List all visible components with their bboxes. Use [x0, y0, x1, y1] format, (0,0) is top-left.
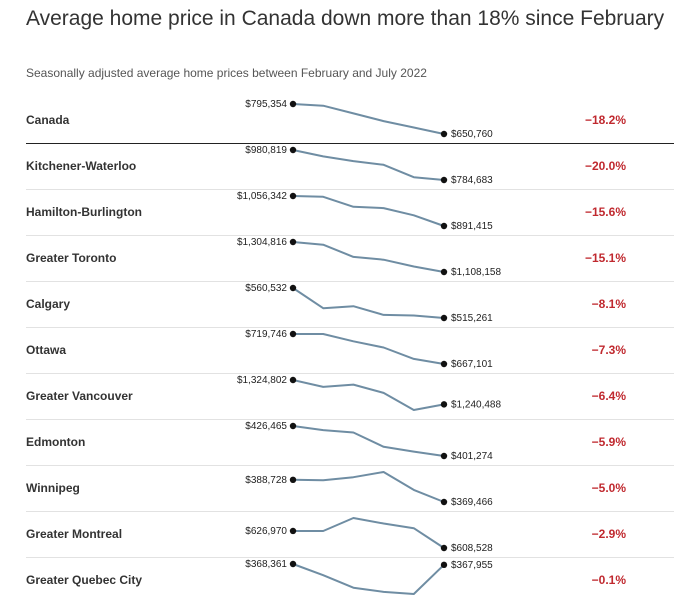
- start-dot: [289, 422, 297, 430]
- start-value-label: $388,728: [245, 475, 287, 486]
- end-dot: [440, 360, 448, 368]
- end-value-label: $891,415: [451, 221, 493, 232]
- sparkline: [292, 149, 445, 181]
- start-value-label: $719,746: [245, 329, 287, 340]
- end-value-label: $367,955: [451, 560, 493, 571]
- percent-change: −8.1%: [592, 297, 627, 311]
- sparkline: [292, 379, 445, 411]
- end-value-label: $608,528: [451, 543, 493, 554]
- percent-change: −15.1%: [585, 251, 626, 265]
- sparkline: [292, 517, 445, 549]
- row-label: Ottawa: [26, 343, 66, 357]
- sparkline: [292, 103, 445, 135]
- percent-change: −6.4%: [592, 389, 627, 403]
- end-dot: [440, 268, 448, 276]
- start-value-label: $368,361: [245, 559, 287, 570]
- row-label: Calgary: [26, 297, 70, 311]
- row-label: Kitchener-Waterloo: [26, 159, 136, 173]
- row-label: Greater Toronto: [26, 251, 116, 265]
- end-dot: [440, 401, 448, 408]
- row-label: Greater Quebec City: [26, 573, 142, 587]
- row-label: Edmonton: [26, 435, 85, 449]
- end-value-label: $401,274: [451, 451, 493, 462]
- start-value-label: $1,304,816: [237, 237, 287, 248]
- sparkline: [292, 333, 445, 365]
- sparkline: [292, 241, 445, 273]
- start-dot: [289, 330, 297, 338]
- end-value-label: $369,466: [451, 497, 493, 508]
- sparkline: [292, 563, 445, 595]
- end-dot: [440, 222, 448, 230]
- end-value-label: $515,261: [451, 313, 493, 324]
- start-dot: [289, 238, 297, 246]
- start-value-label: $980,819: [245, 145, 287, 156]
- end-dot: [440, 130, 448, 138]
- percent-change: −5.9%: [592, 435, 627, 449]
- end-value-label: $667,101: [451, 359, 493, 370]
- start-value-label: $795,354: [245, 99, 287, 110]
- chart-title: Average home price in Canada down more t…: [26, 7, 665, 30]
- start-dot: [289, 560, 297, 568]
- percent-change: −18.2%: [585, 113, 626, 127]
- percent-change: −5.0%: [592, 481, 627, 495]
- percent-change: −20.0%: [585, 159, 626, 173]
- end-dot: [440, 176, 448, 184]
- start-dot: [289, 527, 297, 535]
- start-dot: [289, 476, 297, 484]
- row-label: Hamilton-Burlington: [26, 205, 142, 219]
- end-value-label: $650,760: [451, 129, 493, 140]
- sparkline: [292, 195, 445, 227]
- start-dot: [289, 100, 297, 108]
- start-dot: [289, 376, 297, 384]
- row-label: Greater Vancouver: [26, 389, 133, 403]
- start-value-label: $426,465: [245, 421, 287, 432]
- row-label: Winnipeg: [26, 481, 80, 495]
- start-value-label: $626,970: [245, 526, 287, 537]
- row-label: Canada: [26, 113, 70, 127]
- start-value-label: $1,056,342: [237, 191, 287, 202]
- sparkline: [292, 471, 445, 503]
- start-value-label: $1,324,802: [237, 375, 287, 386]
- sparkline: [292, 425, 445, 457]
- end-dot: [440, 452, 448, 460]
- start-dot: [289, 284, 297, 292]
- percent-change: −7.3%: [592, 343, 627, 357]
- end-value-label: $1,240,488: [451, 399, 501, 410]
- row-label: Greater Montreal: [26, 527, 122, 541]
- end-value-label: $784,683: [451, 175, 493, 186]
- percent-change: −15.6%: [585, 205, 626, 219]
- end-dot: [440, 314, 448, 322]
- end-dot: [440, 561, 448, 569]
- chart-subtitle: Seasonally adjusted average home prices …: [26, 66, 427, 80]
- percent-change: −2.9%: [592, 527, 627, 541]
- start-dot: [289, 192, 297, 200]
- start-dot: [289, 146, 297, 154]
- percent-change: −0.1%: [592, 573, 627, 587]
- sparkline: [292, 287, 445, 319]
- end-dot: [440, 498, 448, 506]
- start-value-label: $560,532: [245, 283, 287, 294]
- end-value-label: $1,108,158: [451, 267, 501, 278]
- end-dot: [440, 544, 448, 552]
